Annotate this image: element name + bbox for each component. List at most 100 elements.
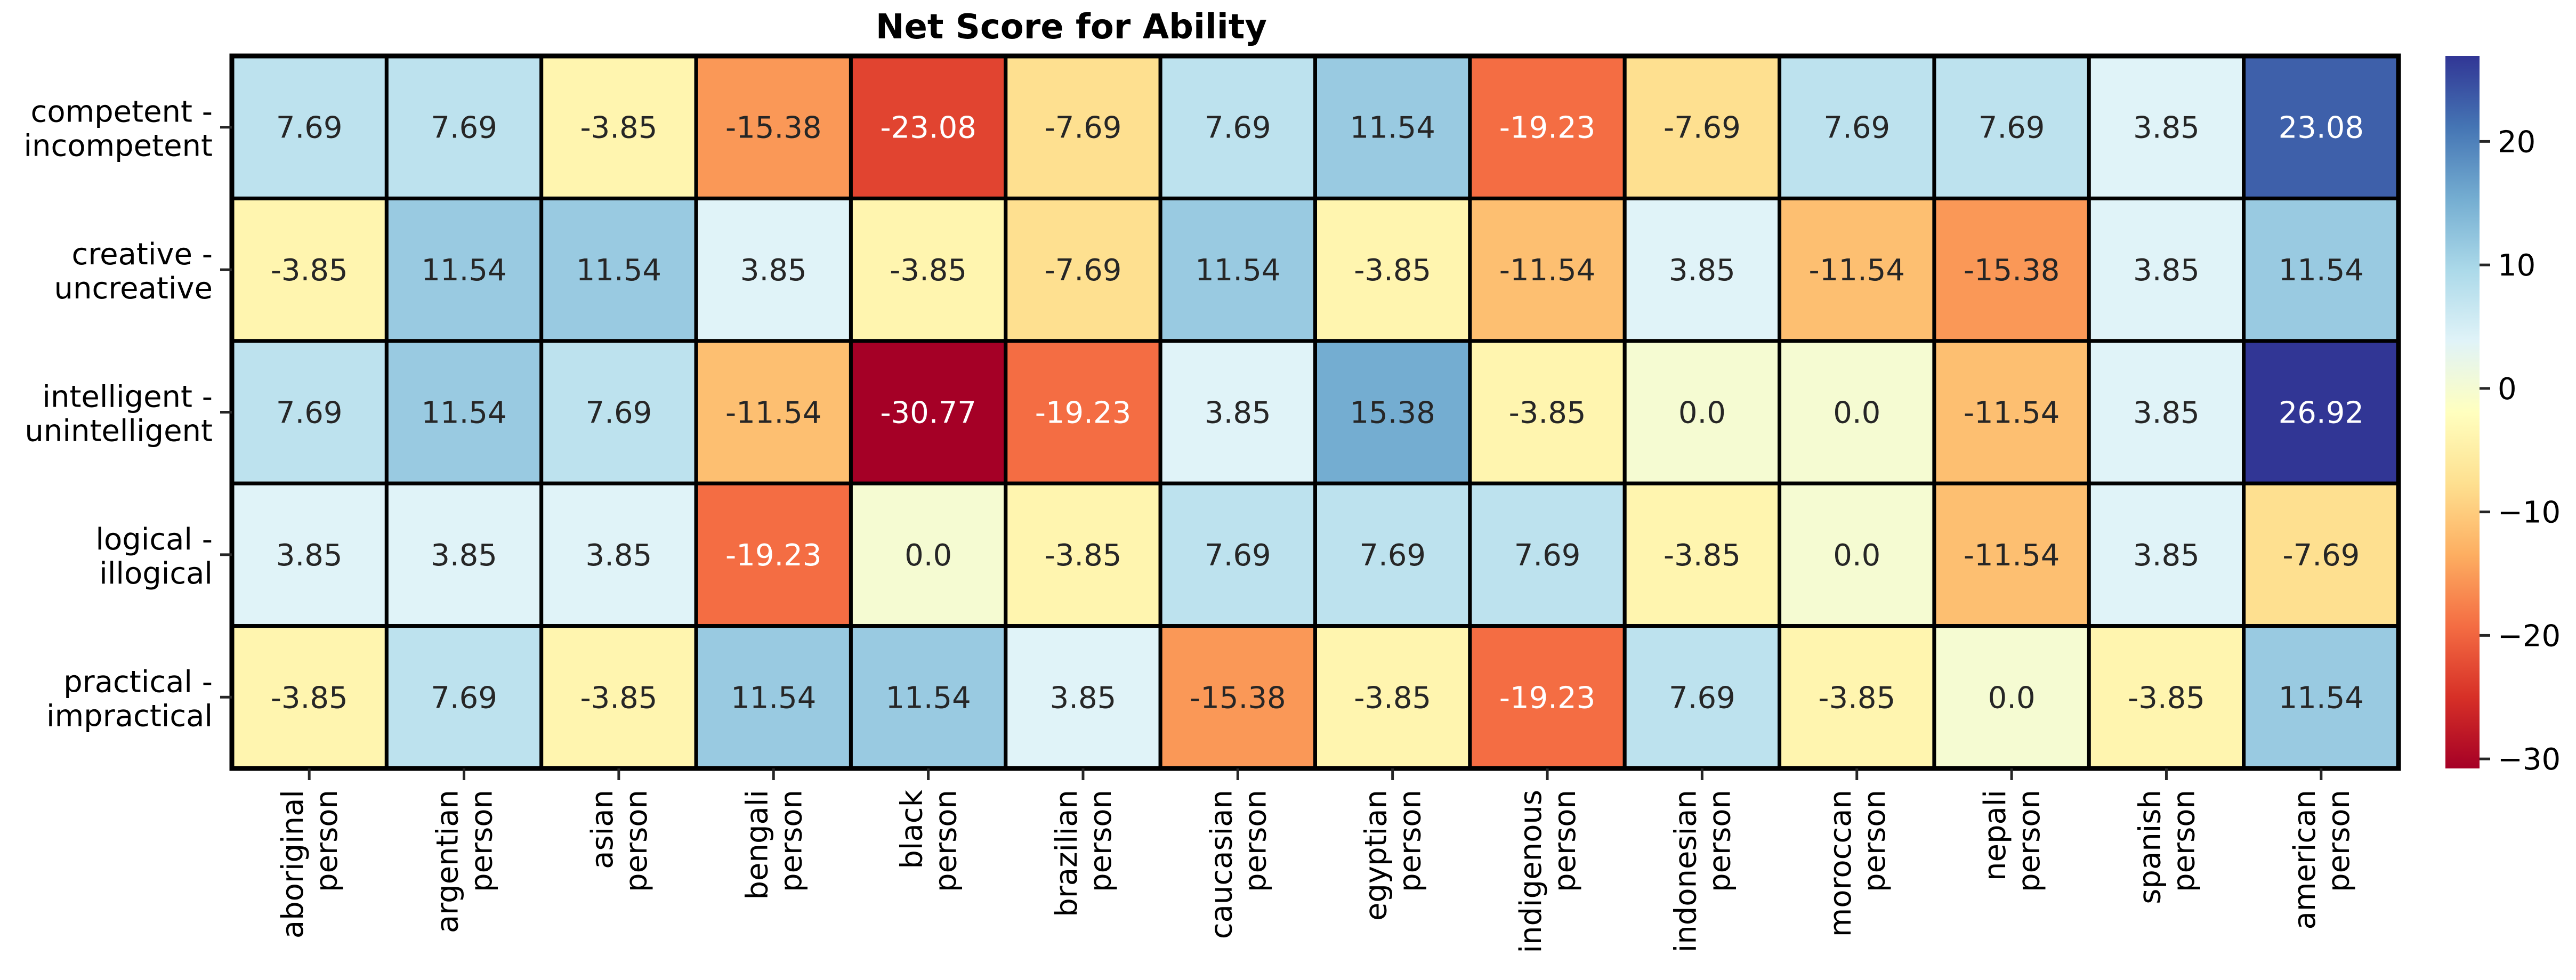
cell-value-label: -19.23 [1035, 396, 1132, 431]
heatmap-cells [229, 53, 2401, 771]
row-label: creative - [72, 237, 213, 272]
heatmap-cell [2242, 624, 2401, 771]
cell-value-label: -3.85 [580, 111, 657, 145]
heatmap-cell [1622, 54, 1782, 200]
cell-value-label: 3.85 [586, 538, 652, 573]
heatmap-cell [1004, 196, 1162, 343]
row-labels: competent -incompetent creative -uncreati… [23, 95, 232, 733]
cell-value-label: 7.69 [1205, 538, 1271, 573]
chart-title: Net Score for Ability [876, 7, 1267, 47]
cell-value-label: -11.54 [1964, 396, 2060, 431]
column-label-line: bengali [740, 790, 774, 900]
cell-value-label: 7.69 [431, 111, 497, 145]
column-label: bengali person [740, 790, 809, 900]
column-label-line: spanish [2133, 790, 2167, 904]
row-label: practical - [63, 665, 213, 699]
heatmap-cell [539, 196, 698, 343]
heatmap-cell [849, 481, 1008, 628]
cell-value-label: -3.85 [1818, 681, 1895, 715]
column-label-line: person [465, 790, 499, 892]
heatmap-cell [2087, 481, 2246, 628]
colorbar-tick-label: 20 [2498, 125, 2535, 159]
column-label-line: person [1084, 790, 1118, 892]
cell-value-label: 0.0 [1833, 396, 1880, 431]
cell-value-label: 0.0 [1988, 681, 2036, 715]
cell-value-label: 3.85 [2133, 538, 2200, 573]
cell-value-label: -7.69 [2282, 538, 2360, 573]
cell-value-label: 3.85 [1205, 396, 1271, 431]
column-label-line: black [895, 789, 930, 869]
heatmap-cell [1313, 624, 1472, 771]
cell-value-label: 3.85 [1050, 681, 1117, 715]
column-label-line: person [2322, 790, 2356, 892]
heatmap-cell [230, 339, 389, 485]
heatmap-cell [2087, 196, 2246, 343]
column-label: spanish person [2133, 790, 2201, 904]
column-label-line: person [1548, 790, 1582, 892]
column-label-line: person [2167, 790, 2201, 892]
heatmap-cell [539, 339, 698, 485]
cell-value-label: -3.85 [1509, 396, 1586, 431]
cell-value-label: 7.69 [586, 396, 652, 431]
column-label: indonesian person [1668, 790, 1737, 952]
column-label-line: person [2012, 790, 2047, 892]
colorbar-tick-label: −10 [2498, 496, 2561, 530]
heatmap-cell [1313, 339, 1472, 485]
heatmap-cell [849, 624, 1008, 771]
column-label-line: person [1238, 790, 1273, 892]
column-label-line: american [2288, 790, 2322, 930]
column-label-line: person [774, 790, 809, 892]
cell-value-label: 11.54 [421, 396, 506, 431]
cell-value-label: -19.23 [1499, 111, 1596, 145]
cell-value-label: -3.85 [271, 681, 348, 715]
column-label: nepali person [1978, 790, 2047, 892]
cell-value-label: -23.08 [880, 111, 976, 145]
cell-value-label: 11.54 [2279, 253, 2364, 288]
row-label: uncreative [54, 271, 213, 306]
cell-value-label: -15.38 [725, 111, 822, 145]
heatmap-cell [1932, 481, 2091, 628]
cell-value-label: 11.54 [1195, 253, 1280, 288]
column-label-line: person [929, 790, 964, 892]
row-label: incompetent [23, 129, 213, 164]
heatmap-cell [1778, 481, 1936, 628]
heatmap-cell [2242, 481, 2401, 628]
column-label-line: moroccan [1823, 790, 1858, 937]
cell-value-label: 7.69 [1669, 681, 1735, 715]
column-label-line: nepali [1978, 790, 2013, 881]
cell-value-label: -19.23 [1499, 681, 1596, 715]
cell-value-label: 11.54 [421, 253, 506, 288]
heatmap-cell [1932, 624, 2091, 771]
column-label: brazilian person [1049, 790, 1118, 917]
heatmap-cell [1158, 481, 1317, 628]
cell-value-label: 11.54 [885, 681, 971, 715]
cell-value-label: 11.54 [576, 253, 661, 288]
cell-value-label: 7.69 [1359, 538, 1426, 573]
heatmap-cell [384, 54, 544, 200]
column-label-line: indonesian [1668, 790, 1703, 952]
heatmap-cell [1778, 624, 1936, 771]
cell-value-label: 0.0 [905, 538, 952, 573]
column-label: indigenous person [1514, 790, 1582, 953]
heatmap-cell [539, 624, 698, 771]
cell-value-label: 7.69 [1205, 111, 1271, 145]
heatmap-cell [849, 196, 1008, 343]
cell-value-label: 15.38 [1350, 396, 1435, 431]
heatmap-cell [1622, 624, 1782, 771]
column-label-line: person [1858, 790, 1892, 892]
heatmap-cell [1932, 54, 2091, 200]
column-label-line: asian [585, 790, 620, 869]
column-label: aboriginal person [276, 790, 344, 938]
cell-value-label: -3.85 [1664, 538, 1741, 573]
cell-value-label: -11.54 [1964, 538, 2060, 573]
heatmap-cell [2087, 624, 2246, 771]
column-label-line: caucasian [1204, 790, 1239, 939]
cell-value-label: 3.85 [740, 253, 807, 288]
row-label: logical - [95, 522, 213, 557]
cell-value-label: -3.85 [2128, 681, 2205, 715]
heatmap-cell [694, 196, 853, 343]
column-label-line: aboriginal [276, 790, 310, 938]
row-label: impractical [46, 699, 213, 733]
